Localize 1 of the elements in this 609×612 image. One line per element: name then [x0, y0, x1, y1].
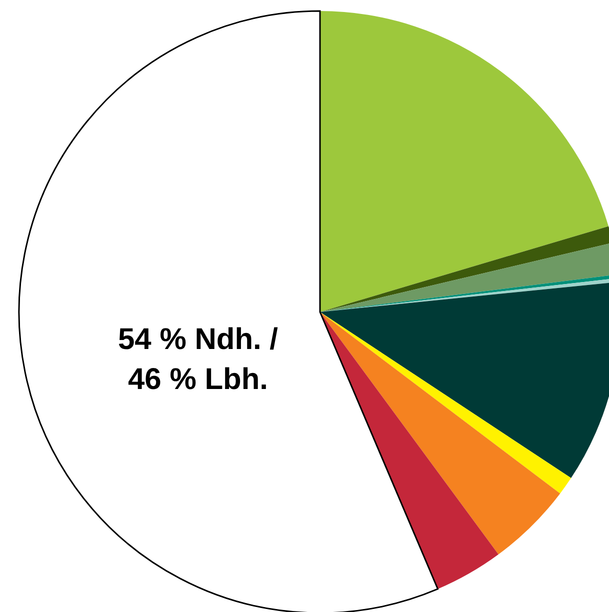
- text: 54 % Ndh. / 46 % Lbh.: [118, 323, 279, 396]
